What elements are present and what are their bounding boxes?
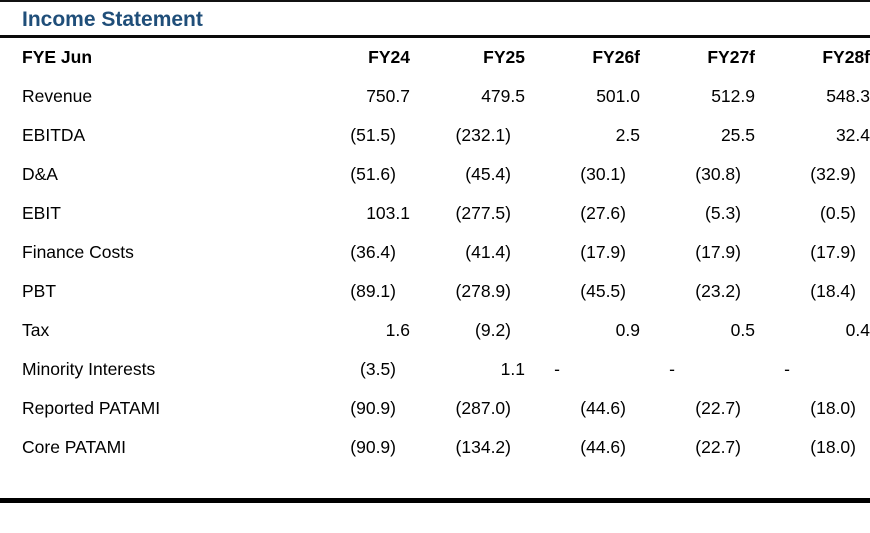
cell-value: (51.5) [350, 125, 396, 145]
cell-value: (32.9) [810, 164, 856, 184]
col-header-fy24: FY24 [368, 47, 410, 67]
row-label: Reported PATAMI [22, 398, 161, 418]
cell-value: 0.5 [730, 320, 755, 340]
row-label: EBIT [22, 203, 61, 223]
cell-value: (44.6) [580, 398, 626, 418]
cell-value: 0.9 [615, 320, 640, 340]
cell-value: 0.4 [845, 320, 870, 340]
cell-value: 32.4 [835, 125, 870, 145]
cell-value: (22.7) [695, 398, 741, 418]
cell-value: (89.1) [350, 281, 396, 301]
cell-value: 103.1 [366, 203, 410, 223]
row-label: Tax [22, 320, 50, 340]
cell-value: (17.9) [580, 242, 626, 262]
col-header-fy27f: FY27f [707, 47, 755, 67]
cell-value: (27.6) [580, 203, 626, 223]
cell-value: - [669, 359, 675, 379]
cell-value: 512.9 [711, 86, 755, 106]
row-label: Core PATAMI [22, 437, 127, 457]
cell-value: (45.5) [580, 281, 626, 301]
row-label: PBT [22, 281, 57, 301]
cell-value: (30.8) [695, 164, 741, 184]
cell-value: (287.0) [455, 398, 511, 418]
table-row-pbt: PBT (89.1) (278.9) (45.5) (23.2) (18.4) [0, 272, 870, 311]
row-label: Minority Interests [22, 359, 156, 379]
cell-value: (30.1) [580, 164, 626, 184]
cell-value: (45.4) [465, 164, 511, 184]
table-row-minority-interests: Minority Interests (3.5) 1.1 - - - [0, 350, 870, 389]
section-title: Income Statement [22, 8, 203, 31]
cell-value: (9.2) [475, 320, 511, 340]
table-row-ebit: EBIT 103.1 (277.5) (27.6) (5.3) (0.5) [0, 194, 870, 233]
cell-value: (23.2) [695, 281, 741, 301]
cell-value: 2.5 [615, 125, 640, 145]
cell-value: (22.7) [695, 437, 741, 457]
cell-value: - [554, 359, 560, 379]
cell-value: 750.7 [366, 86, 410, 106]
row-label: Finance Costs [22, 242, 134, 262]
cell-value: 479.5 [481, 86, 525, 106]
cell-value: (36.4) [350, 242, 396, 262]
cell-value: (17.9) [810, 242, 856, 262]
cell-value: (3.5) [360, 359, 396, 379]
col-header-fy28f: FY28f [822, 47, 870, 67]
cell-value: 1.1 [500, 359, 525, 379]
table-row-revenue: Revenue 750.7 479.5 501.0 512.9 548.3 [0, 77, 870, 116]
cell-value: (134.2) [455, 437, 511, 457]
cell-value: (41.4) [465, 242, 511, 262]
col-header-fye-jun: FYE Jun [22, 47, 93, 67]
cell-value: (17.9) [695, 242, 741, 262]
income-statement-table: FYE Jun FY24 FY25 FY26f FY27f FY28f Reve… [0, 38, 870, 467]
cell-value: (5.3) [705, 203, 741, 223]
cell-value: (90.9) [350, 437, 396, 457]
table-row-tax: Tax 1.6 (9.2) 0.9 0.5 0.4 [0, 311, 870, 350]
cell-value: (18.4) [810, 281, 856, 301]
table-row-reported-patami: Reported PATAMI (90.9) (287.0) (44.6) (2… [0, 389, 870, 428]
table-row-finance-costs: Finance Costs (36.4) (41.4) (17.9) (17.9… [0, 233, 870, 272]
table-row-core-patami: Core PATAMI (90.9) (134.2) (44.6) (22.7)… [0, 428, 870, 467]
table-row-ebitda: EBITDA (51.5) (232.1) 2.5 25.5 32.4 [0, 116, 870, 155]
row-label: Revenue [22, 86, 93, 106]
header-row: FYE Jun FY24 FY25 FY26f FY27f FY28f [0, 38, 870, 77]
cell-value: (277.5) [455, 203, 511, 223]
cell-value: (90.9) [350, 398, 396, 418]
row-label: D&A [22, 164, 58, 184]
col-header-fy25: FY25 [483, 47, 525, 67]
cell-value: (232.1) [455, 125, 511, 145]
title-rule [0, 35, 870, 38]
cell-value: (44.6) [580, 437, 626, 457]
table-row-da: D&A (51.6) (45.4) (30.1) (30.8) (32.9) [0, 155, 870, 194]
cell-value: (278.9) [455, 281, 511, 301]
bottom-rule [0, 498, 870, 503]
cell-value: (0.5) [820, 203, 856, 223]
cell-value: 548.3 [826, 86, 870, 106]
cell-value: 25.5 [720, 125, 755, 145]
col-header-fy26f: FY26f [592, 47, 640, 67]
cell-value: 501.0 [596, 86, 640, 106]
cell-value: 1.6 [385, 320, 410, 340]
cell-value: (51.6) [350, 164, 396, 184]
row-label: EBITDA [22, 125, 86, 145]
cell-value: (18.0) [810, 437, 856, 457]
cell-value: - [784, 359, 790, 379]
cell-value: (18.0) [810, 398, 856, 418]
